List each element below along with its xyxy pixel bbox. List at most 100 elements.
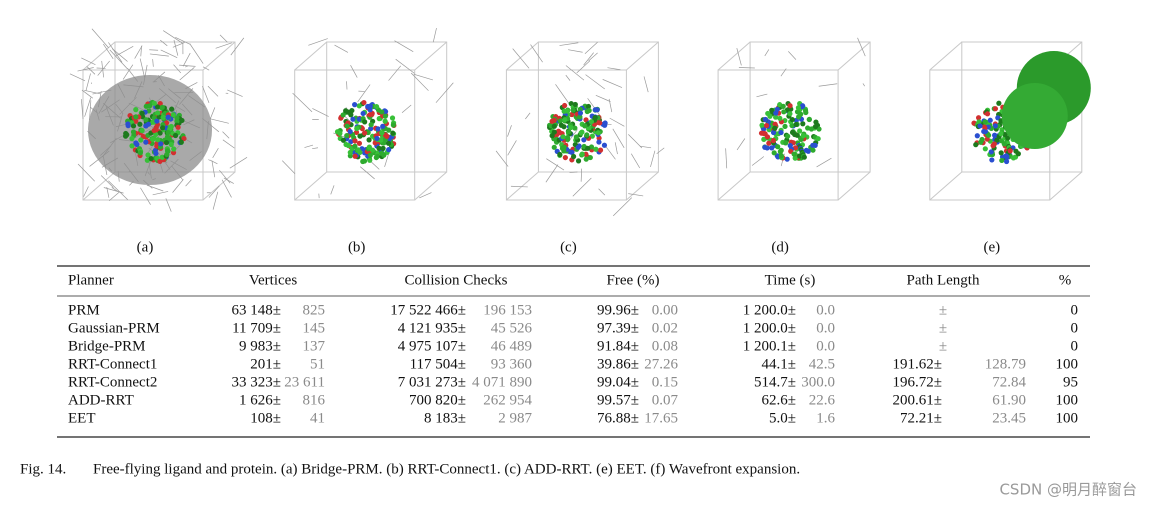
atom bbox=[571, 153, 577, 160]
atom bbox=[805, 125, 811, 131]
tree-edge bbox=[221, 179, 232, 198]
tree-edge bbox=[580, 168, 583, 182]
column-header: Vertices bbox=[249, 272, 297, 288]
tree-edge bbox=[223, 177, 234, 184]
atom bbox=[165, 114, 171, 120]
atom bbox=[357, 133, 363, 139]
atom bbox=[586, 107, 592, 114]
atom bbox=[999, 157, 1005, 164]
cube-edge bbox=[837, 41, 871, 71]
atom bbox=[992, 106, 999, 112]
atom bbox=[588, 119, 595, 125]
tree-edge bbox=[736, 138, 746, 151]
tree-edge bbox=[565, 65, 585, 81]
atom bbox=[334, 129, 341, 135]
atom bbox=[160, 114, 166, 121]
tree-edge bbox=[140, 45, 142, 57]
cell-value: 1 200.1± bbox=[743, 338, 796, 354]
atom bbox=[562, 102, 568, 109]
atom bbox=[575, 144, 581, 150]
cube-edge bbox=[294, 171, 328, 201]
atom bbox=[376, 145, 382, 151]
atom bbox=[367, 103, 373, 109]
cell-std: 93 360 bbox=[491, 356, 532, 372]
cell-value: 97.39± bbox=[597, 320, 639, 336]
cell-value: 9 983± bbox=[239, 338, 281, 354]
atom bbox=[361, 99, 367, 106]
atom bbox=[577, 114, 583, 120]
atom bbox=[348, 139, 354, 145]
atom bbox=[1005, 135, 1011, 141]
column-header: Planner bbox=[68, 272, 114, 288]
sphere bbox=[1001, 83, 1068, 149]
atom bbox=[573, 134, 579, 140]
atom bbox=[561, 144, 567, 150]
atom bbox=[787, 111, 793, 117]
tree-edge bbox=[77, 163, 95, 182]
tree-edge bbox=[588, 52, 598, 62]
atom bbox=[775, 144, 781, 150]
atom bbox=[998, 150, 1004, 156]
atom bbox=[602, 120, 608, 126]
tree-edge bbox=[432, 28, 437, 43]
atom bbox=[979, 136, 985, 143]
planner-name: RRT-Connect2 bbox=[68, 374, 157, 390]
atom bbox=[129, 135, 135, 142]
cell-value: 5.0± bbox=[769, 410, 796, 426]
success-rate: 100 bbox=[1056, 356, 1079, 372]
cell-value: 196.72± bbox=[893, 374, 942, 390]
atom bbox=[356, 116, 362, 122]
atom bbox=[375, 126, 381, 132]
tree-edge bbox=[207, 85, 219, 97]
cell-std: 0.02 bbox=[652, 320, 678, 336]
cell-std: 0.0 bbox=[816, 320, 835, 336]
tree-edge bbox=[292, 92, 313, 113]
atom bbox=[982, 119, 988, 125]
column-header: Path Length bbox=[907, 272, 980, 288]
tree-edge bbox=[108, 42, 123, 63]
cell-value: 201± bbox=[250, 356, 281, 372]
atom bbox=[798, 111, 804, 117]
atom bbox=[597, 147, 604, 153]
tree-edge bbox=[510, 185, 528, 188]
atom bbox=[760, 130, 766, 136]
tree-edge bbox=[602, 79, 623, 88]
tree-edge bbox=[583, 52, 594, 66]
column-header: Free (%) bbox=[607, 272, 660, 288]
atom bbox=[572, 125, 578, 131]
tree-edge bbox=[83, 186, 89, 197]
tree-edge bbox=[788, 51, 797, 60]
atom bbox=[777, 115, 783, 121]
tree-edge bbox=[639, 145, 652, 149]
tree-edge bbox=[330, 185, 335, 195]
tree-edge bbox=[219, 169, 231, 184]
tree-edge bbox=[394, 40, 414, 53]
cell-std: 23 611 bbox=[284, 374, 325, 390]
tree-edge bbox=[525, 112, 531, 120]
atom bbox=[761, 136, 767, 142]
cell-std: 0.0 bbox=[816, 302, 835, 318]
atom bbox=[774, 106, 780, 112]
atom bbox=[356, 140, 363, 146]
tree-edge bbox=[103, 43, 114, 59]
tree-edge bbox=[89, 100, 92, 120]
tree-edge bbox=[360, 166, 375, 180]
cell-value: 8 183± bbox=[424, 410, 466, 426]
atom bbox=[158, 141, 164, 147]
tree-edge bbox=[140, 187, 151, 205]
atom bbox=[792, 145, 799, 151]
cube-face bbox=[505, 69, 627, 201]
tree-edge bbox=[312, 108, 329, 117]
atom bbox=[1001, 141, 1007, 147]
atom bbox=[357, 149, 363, 156]
atom bbox=[368, 122, 374, 128]
atom bbox=[800, 133, 806, 139]
tree-edge bbox=[212, 147, 219, 158]
planner-name: ADD-RRT bbox=[68, 392, 134, 408]
cell-value: 1 200.0± bbox=[743, 302, 796, 318]
tree-edge bbox=[350, 65, 358, 78]
tree-edge bbox=[202, 85, 210, 103]
atom bbox=[390, 122, 396, 128]
